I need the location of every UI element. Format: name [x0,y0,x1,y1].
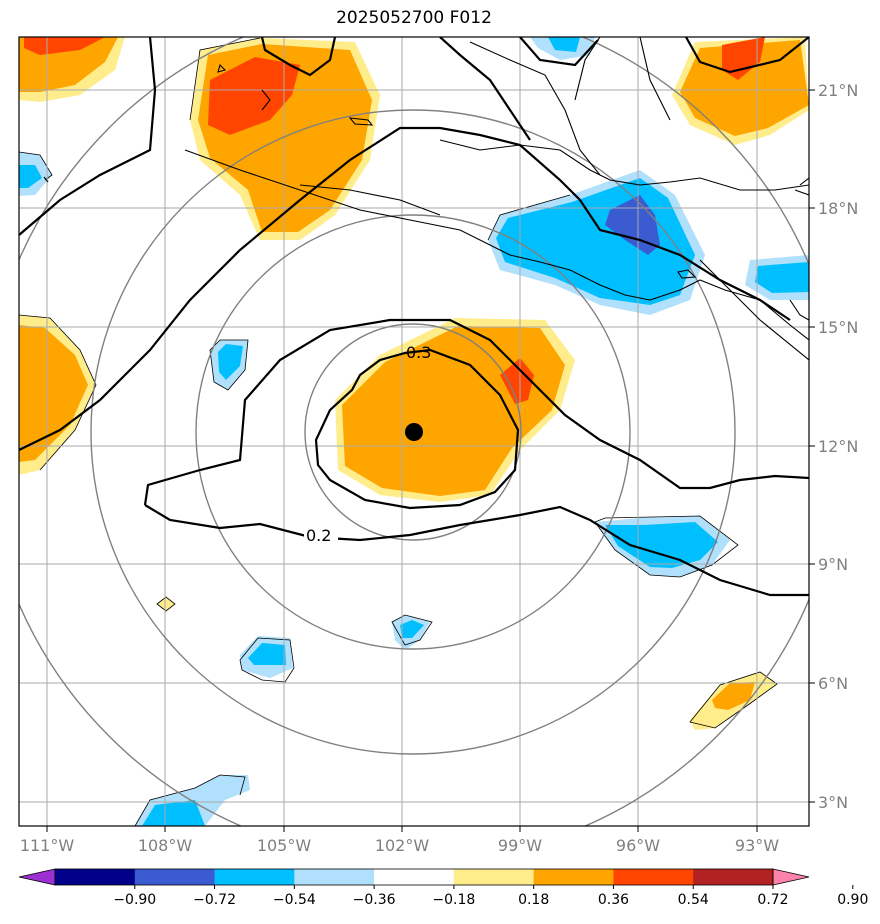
colorbar-swatch [453,869,535,885]
colorbar-tick-label: −0.36 [353,892,396,908]
lon-label: 111°W [20,836,75,855]
colorbar-swatch [613,869,694,885]
contour-label-0-2: 0.2 [306,526,331,545]
colorbar-tick-label: 0.18 [518,892,549,908]
map-frame [18,36,810,827]
lon-label: 96°W [616,836,660,855]
lat-label: 3°N [818,793,848,812]
colorbar-tick-label: −0.90 [113,892,156,908]
colorbar-tick-label: 0.72 [757,892,788,908]
range-rings [19,37,809,826]
contour-label-group: 0.3 0.2 [304,343,431,546]
lon-labels: 111°W 108°W 105°W 102°W 99°W 96°W 93°W [20,836,779,855]
colorbar-swatch [533,869,614,885]
lat-label: 15°N [818,318,858,337]
lon-label: 105°W [257,836,312,855]
lon-label: 108°W [138,836,193,855]
map-title: 2025052700 F012 [336,8,492,28]
patch-outlines [19,37,778,826]
lat-label: 18°N [818,199,858,218]
lat-label: 21°N [818,81,858,100]
colorbar-tick-label: −0.54 [273,892,316,908]
colorbar: −0.90 −0.72 −0.54 −0.36 −0.18 0.18 0.36 0.54 0.7… [18,868,868,908]
colorbar-swatch [214,869,295,885]
colorbar-tick-label: 0.90 [837,892,868,908]
colorbar-extend-low [18,868,56,886]
colorbar-tick-label: −0.18 [432,892,475,908]
lon-label: 102°W [375,836,430,855]
colorbar-tick-label: −0.72 [193,892,236,908]
colorbar-swatch [693,869,774,885]
colorbar-swatch [294,869,375,885]
colorbar-swatch [55,869,136,885]
lat-labels: 21°N 18°N 15°N 12°N 9°N 6°N 3°N [818,81,858,812]
contour-label-0-3: 0.3 [406,343,431,362]
colorbar-swatch [134,869,216,885]
colorbar-extend-high [772,868,810,886]
contour-lines [19,37,809,597]
coastlines [43,37,809,361]
lon-label: 99°W [498,836,542,855]
graticule [19,37,809,826]
colorbar-tick-label: 0.36 [598,892,629,908]
storm-center-marker [405,423,423,441]
lat-label: 9°N [818,555,848,574]
lon-label: 93°W [735,836,779,855]
colorbar-border [54,868,774,886]
lat-label: 6°N [818,674,848,693]
colorbar-swatch [374,869,455,885]
lat-label: 12°N [818,437,858,456]
colorbar-tick-label: 0.54 [678,892,709,908]
tick-marks [46,89,815,832]
